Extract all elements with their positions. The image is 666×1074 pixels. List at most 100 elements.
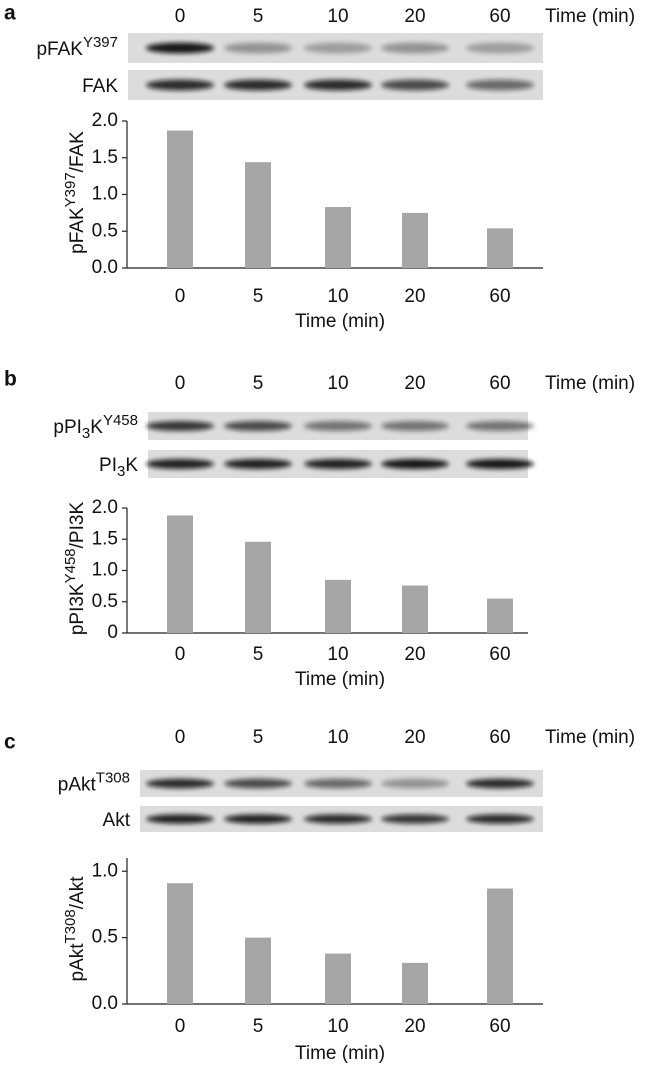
y-tick-label: 1.5 [92,528,118,549]
blot-label-part: T308 [96,769,130,786]
y-axis-title: pAktT308/Akt [62,876,88,982]
lane-header: Time (min) [545,373,635,394]
blot-band [466,420,534,432]
x-tick-label: 10 [327,1016,348,1037]
bar [245,541,271,633]
blot-label: FAK [82,76,118,97]
lane-label: 0 [175,373,186,394]
lane-label: 5 [253,6,264,27]
blot-band [146,458,214,470]
panel-letter: c [4,731,16,754]
bar [487,888,513,1004]
x-tick-label: 0 [175,286,186,307]
bar [167,883,193,1004]
y-tick-label: 2.0 [92,110,118,131]
blot-band [146,420,214,432]
blot-band [224,458,292,470]
blot-band [466,79,534,91]
y-axis-title-part: pFAK [67,207,88,254]
blot-band [146,42,214,54]
blot-band [381,79,449,91]
bar [402,212,428,268]
blot-band [304,814,372,824]
lane-label: 0 [175,6,186,27]
y-axis-title-part: T308 [62,909,79,943]
blot-label-part: PI [99,455,117,476]
y-axis-title-part: /FAK [67,131,88,173]
blot-band [224,420,292,432]
bar [487,228,513,268]
panel-letter: a [4,2,16,25]
y-axis-title-part: pPI3K [67,583,88,635]
bar [167,130,193,268]
bar [325,206,351,268]
y-axis-title-part: pAkt [67,943,88,982]
blot-band [224,79,292,91]
blot-band [466,778,534,789]
y-tick-label: 2.0 [92,497,118,518]
blot-band [466,42,534,54]
lane-label: 20 [404,373,425,394]
y-tick-label: 1.0 [92,184,118,205]
panel-letter: b [4,368,17,391]
y-tick-label: 1.0 [92,860,118,881]
x-tick-label: 5 [253,286,264,307]
y-axis-title: pFAKY397/FAK [62,131,88,254]
lane-label: 60 [489,6,510,27]
blot-label-part: 3 [82,425,90,442]
x-tick-label: 60 [489,1016,510,1037]
bar [487,598,513,633]
blot-label-part: pAkt [58,775,97,796]
bar [402,962,428,1004]
y-axis-title-part: /Akt [67,876,88,909]
blot-band [304,79,372,91]
x-tick-label: 10 [327,286,348,307]
x-axis-title: Time (min) [295,669,385,690]
lane-label: 10 [327,373,348,394]
blot-label: Akt [103,810,131,831]
x-tick-label: 60 [489,286,510,307]
lane-header: Time (min) [545,727,635,748]
x-tick-label: 0 [175,1016,186,1037]
blot-label-part: Y397 [83,34,118,51]
x-tick-label: 20 [404,644,425,665]
x-tick-label: 10 [327,644,348,665]
bar [402,585,428,633]
blot-label-part: pPI [53,417,82,438]
x-axis-title: Time (min) [295,311,385,332]
blot-label: pFAKY397 [36,34,118,60]
blot-band [304,420,372,432]
x-tick-label: 20 [404,286,425,307]
y-tick-label: 1.5 [92,147,118,168]
lane-header: Time (min) [545,6,635,27]
y-tick-label: 0 [107,622,118,643]
lane-label: 5 [253,727,264,748]
y-axis-title: pPI3KY458/PI3K [62,502,88,636]
x-axis-title: Time (min) [295,1043,385,1064]
lane-label: 20 [404,6,425,27]
blot-label-part: K [90,417,103,438]
lane-label: 20 [404,727,425,748]
blot-band [146,79,214,91]
lane-label: 60 [489,727,510,748]
bar [325,579,351,633]
blot-label-part: pFAK [36,39,83,60]
blot-band [304,42,372,54]
y-axis-title-part: Y397 [62,172,79,207]
lane-label: 10 [327,727,348,748]
blot-label-part: Y458 [103,412,138,429]
blot-label: pPI3KY458 [53,412,138,442]
blot-band [224,778,292,789]
blot-label-part: Akt [103,810,131,831]
blot-band [381,778,449,789]
blot-band [224,42,292,54]
blot-band [381,458,449,470]
x-tick-label: 60 [489,644,510,665]
x-tick-label: 0 [175,644,186,665]
x-tick-label: 5 [253,644,264,665]
x-tick-label: 5 [253,1016,264,1037]
blot-label-part: K [125,455,138,476]
blot-label-part: 3 [117,463,125,480]
blot-band [466,458,534,470]
